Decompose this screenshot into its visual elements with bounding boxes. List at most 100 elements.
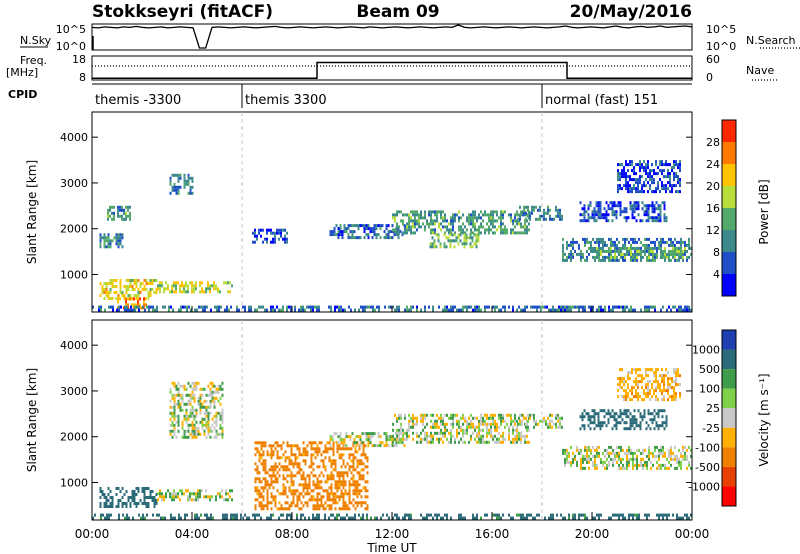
velocity-cell <box>400 428 402 432</box>
power-cell <box>440 222 442 226</box>
power-cell <box>373 224 376 228</box>
power-cell <box>628 308 630 312</box>
power-cell <box>602 246 604 250</box>
power-cell <box>661 172 663 176</box>
power-cell <box>593 213 596 217</box>
velocity-cell <box>596 463 598 467</box>
power-cell <box>584 305 586 309</box>
velocity-cell <box>101 490 104 493</box>
velocity-cell <box>328 474 331 478</box>
velocity-cell <box>335 441 338 445</box>
velocity-cell <box>551 425 553 429</box>
velocity-cell <box>157 498 159 502</box>
power-cell <box>634 249 636 253</box>
power-cell <box>602 258 604 262</box>
velocity-cell <box>639 421 642 425</box>
velocity-cell <box>189 384 192 388</box>
velocity-cell <box>191 492 193 496</box>
velocity-cell <box>645 421 648 425</box>
velocity-cell <box>648 454 650 458</box>
velocity-cell <box>649 427 652 431</box>
velocity-cell <box>334 492 337 496</box>
power-cell <box>568 255 570 259</box>
velocity-cell <box>335 432 338 436</box>
velocity-cell <box>326 474 329 478</box>
power-cell <box>392 216 394 220</box>
power-cell <box>377 233 380 237</box>
velocity-cell <box>177 390 180 394</box>
power-cell <box>121 291 124 294</box>
velocity-cell <box>186 513 188 517</box>
velocity-cell <box>663 409 666 413</box>
power-cell <box>663 216 666 220</box>
velocity-cell <box>566 454 568 458</box>
power-cell <box>452 216 454 220</box>
power-cell <box>584 240 586 244</box>
power-cell <box>339 230 342 234</box>
power-cell <box>154 308 156 312</box>
power-cell <box>183 173 186 177</box>
velocity-cell <box>670 451 672 455</box>
power-cell <box>623 169 625 173</box>
power-cell <box>620 305 622 309</box>
velocity-cell <box>221 411 224 415</box>
velocity-cell <box>673 371 675 375</box>
power-cell <box>130 308 132 312</box>
velocity-cell <box>598 516 600 520</box>
velocity-cell <box>452 422 454 426</box>
velocity-cell <box>464 428 466 432</box>
power-cell <box>371 230 374 234</box>
velocity-cell <box>215 423 218 427</box>
power-cell <box>127 205 129 209</box>
power-cell <box>418 216 420 220</box>
power-cell <box>357 224 360 228</box>
power-cell <box>173 173 176 177</box>
power-cell <box>508 305 510 309</box>
velocity-cell <box>193 423 196 427</box>
velocity-cell <box>129 496 132 499</box>
power-cell <box>363 230 366 234</box>
velocity-cell <box>219 387 222 391</box>
velocity-cell <box>510 422 512 426</box>
velocity-cell <box>647 374 649 378</box>
velocity-cell <box>361 432 364 436</box>
velocity-cell <box>345 444 348 448</box>
power-cell <box>637 178 639 182</box>
velocity-cell <box>159 495 161 499</box>
velocity-cell <box>651 412 654 416</box>
power-cell <box>639 178 641 182</box>
power-cell <box>312 305 314 309</box>
velocity-cell <box>131 499 134 502</box>
velocity-cell <box>145 502 148 505</box>
velocity-cell <box>110 513 112 517</box>
velocity-cell <box>524 434 526 438</box>
velocity-cell <box>659 386 661 390</box>
velocity-cell <box>189 396 192 400</box>
velocity-cell <box>137 502 140 505</box>
power-cell <box>510 219 512 223</box>
power-cell <box>566 246 568 250</box>
velocity-cell <box>416 419 418 423</box>
power-cell <box>537 217 539 221</box>
power-cell <box>607 213 610 217</box>
velocity-cell <box>312 498 315 502</box>
power-cell <box>396 228 398 232</box>
velocity-cell <box>254 513 256 517</box>
velocity-cell <box>334 486 337 490</box>
velocity-cell <box>213 396 216 400</box>
velocity-cell <box>282 465 285 469</box>
power-cell <box>516 210 518 214</box>
velocity-cell <box>173 492 175 496</box>
power-cell <box>504 210 506 214</box>
power-cell <box>159 284 161 288</box>
velocity-cell <box>651 395 653 399</box>
velocity-cell <box>115 493 118 496</box>
velocity-cell <box>627 415 630 419</box>
velocity-cell <box>308 474 311 478</box>
power-cell <box>443 245 446 249</box>
velocity-cell <box>414 422 416 426</box>
velocity-cell <box>256 441 259 445</box>
power-cell <box>587 204 590 208</box>
power-cell <box>644 308 646 312</box>
power-cell <box>638 252 640 256</box>
